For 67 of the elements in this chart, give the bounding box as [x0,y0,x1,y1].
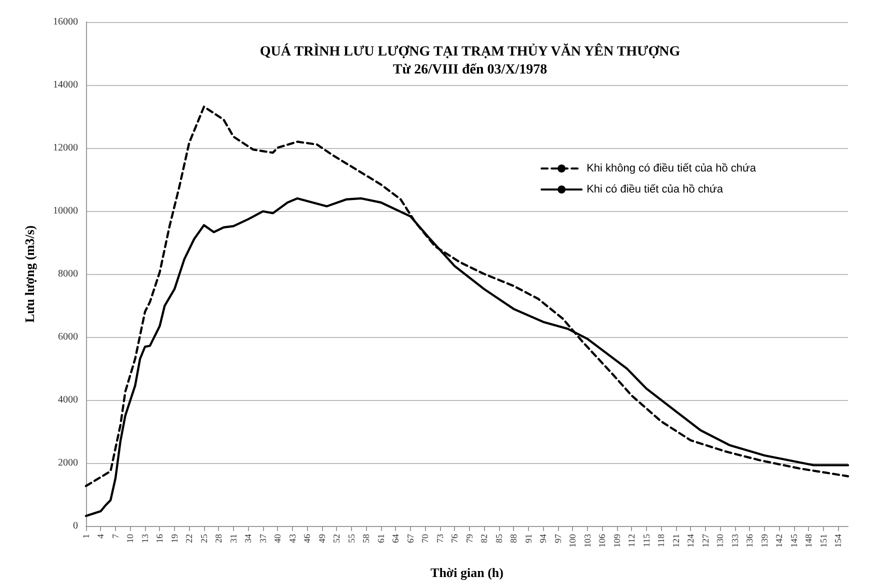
y-axis-title: Lưu lượng (m3/s) [22,225,37,323]
x-tick-label: 10 [125,534,136,543]
x-tick-label: 43 [287,534,298,543]
x-tick-label: 7 [110,534,120,538]
x-tick-label: 100 [568,534,578,548]
x-tick-label: 136 [744,534,755,548]
x-axis-title: Thời gian (h) [430,565,504,580]
x-tick-label: 67 [405,534,416,543]
y-tick-label: 14000 [53,80,78,90]
x-tick-label: 103 [582,534,592,548]
x-tick-label: 76 [450,534,460,543]
x-tick-label: 34 [243,534,254,543]
x-tick-label: 88 [508,534,519,543]
x-tick-label: 70 [420,534,430,543]
x-tick-label: 139 [759,534,770,548]
y-tick-label: 6000 [58,332,78,342]
x-tick-label: 13 [140,534,150,543]
x-tick-label: 28 [214,534,224,543]
y-tick-label: 0 [73,520,78,532]
x-tick-label: 151 [818,534,828,548]
x-tick-label: 85 [494,534,504,543]
x-tick-label: 58 [361,534,372,543]
x-tick-label: 97 [552,534,563,543]
x-tick-label: 64 [390,534,401,543]
x-tick-label: 22 [184,534,194,543]
x-tick-label: 91 [523,534,534,543]
text: QUÁ TRÌNH LƯU LƯỢNG TẠI TRẠM THỦY VĂN YÊN THƯỢNG [260,42,680,60]
x-tick-label: 115 [641,534,652,548]
x-tick-label: 154 [833,534,844,548]
x-tick-label: 118 [656,534,666,548]
x-tick-label: 130 [715,534,726,548]
x-tick-label: 106 [597,534,608,548]
x-tick-label: 127 [700,534,710,548]
x-tick-label: 124 [686,534,696,548]
x-tick-label: 94 [538,534,548,543]
x-tick-label: 82 [479,534,490,543]
x-tick-label: 133 [730,534,740,548]
x-tick-label: 145 [788,534,799,548]
x-tick-label: 4 [96,534,106,538]
x-tick-label: 19 [169,534,180,543]
y-tick-label: 8000 [58,268,78,280]
y-tick-label: 12000 [53,142,78,154]
legend-label: Khi có điều tiết của hồ chứa [586,184,724,196]
x-tick-label: 49 [316,534,327,543]
y-tick-label: 16000 [53,16,78,28]
x-tick-label: 1 [81,534,91,538]
x-tick-label: 52 [332,534,342,543]
x-tick-label: 148 [804,534,814,548]
x-tick-label: 109 [612,534,622,548]
x-tick-label: 31 [228,534,238,543]
x-tick-label: 79 [464,534,474,543]
x-tick-label: 112 [626,534,637,548]
x-tick-label: 40 [272,534,283,543]
legend-label: Khi không có điều tiết của hồ chứa [586,162,757,174]
x-tick-label: 37 [258,534,268,543]
x-tick-label: 55 [346,534,356,543]
x-tick-label: 142 [774,534,784,548]
y-tick-label: 4000 [58,394,78,406]
text: Từ 26/VIII đến 03/X/1978 [392,62,548,78]
x-tick-label: 16 [154,534,165,543]
x-tick-label: 46 [302,534,312,543]
x-tick-label: 73 [434,534,445,543]
x-tick-label: 121 [670,534,681,548]
x-tick-label: 25 [198,534,209,543]
y-tick-label: 10000 [53,206,78,216]
y-tick-label: 2000 [58,458,78,468]
x-tick-label: 61 [376,534,386,543]
